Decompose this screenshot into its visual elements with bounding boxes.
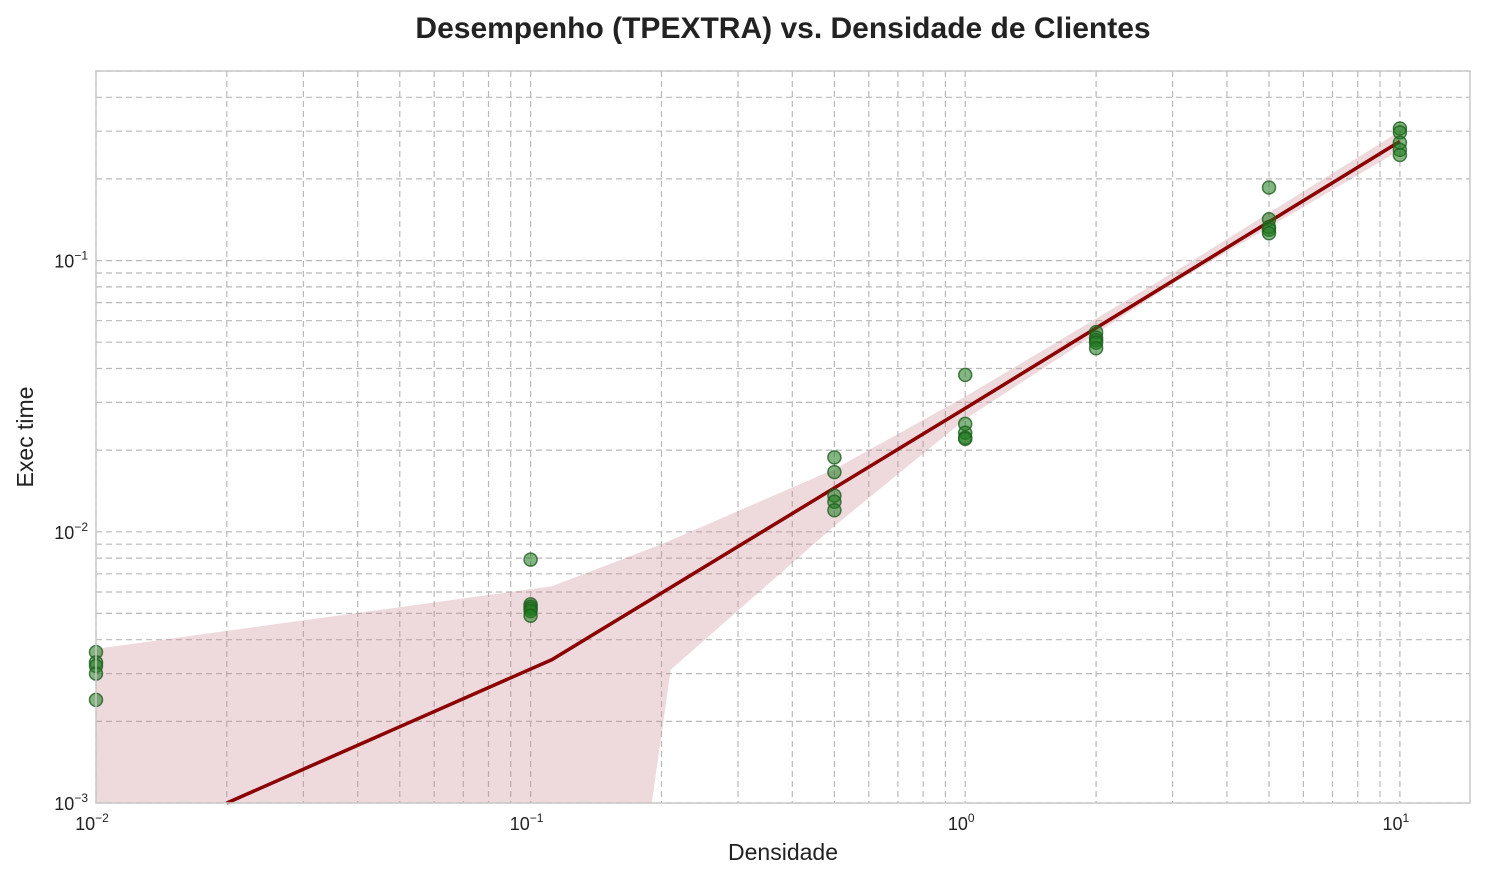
trend-line bbox=[226, 139, 1401, 805]
data-point bbox=[1088, 341, 1104, 356]
data-point bbox=[957, 367, 973, 383]
data-point bbox=[1261, 226, 1277, 241]
y-axis-label: Exec time bbox=[12, 387, 38, 488]
grid bbox=[95, 70, 1470, 804]
x-tick-label: 10−1 bbox=[510, 811, 544, 834]
data-point bbox=[827, 503, 842, 518]
trend-line-layer bbox=[226, 139, 1401, 805]
data-point bbox=[1392, 147, 1408, 163]
y-tick-label: 10−1 bbox=[54, 249, 88, 272]
data-point bbox=[1261, 180, 1277, 195]
y-tick-labels: 10−3 10−2 10−1 bbox=[54, 249, 88, 814]
chart-title: Desempenho (TPEXTRA) vs. Densidade de Cl… bbox=[415, 12, 1150, 45]
x-tick-labels: 10−2 10−1 100 101 bbox=[75, 811, 1409, 834]
y-tick-label: 10−3 bbox=[54, 791, 88, 814]
confidence-band-layer bbox=[96, 131, 1400, 803]
data-point bbox=[827, 450, 842, 465]
data-point bbox=[523, 552, 538, 567]
confidence-band bbox=[96, 131, 1400, 803]
x-axis-label: Densidade bbox=[728, 839, 838, 865]
points-layer bbox=[88, 121, 1408, 708]
y-tick-label: 10−2 bbox=[54, 520, 88, 543]
data-point bbox=[827, 464, 842, 480]
x-tick-label: 10−2 bbox=[75, 811, 109, 834]
data-point bbox=[957, 431, 973, 447]
x-tick-label: 100 bbox=[948, 811, 975, 834]
x-tick-label: 101 bbox=[1383, 811, 1410, 834]
plot-frame bbox=[95, 70, 1471, 804]
data-point bbox=[523, 608, 538, 624]
